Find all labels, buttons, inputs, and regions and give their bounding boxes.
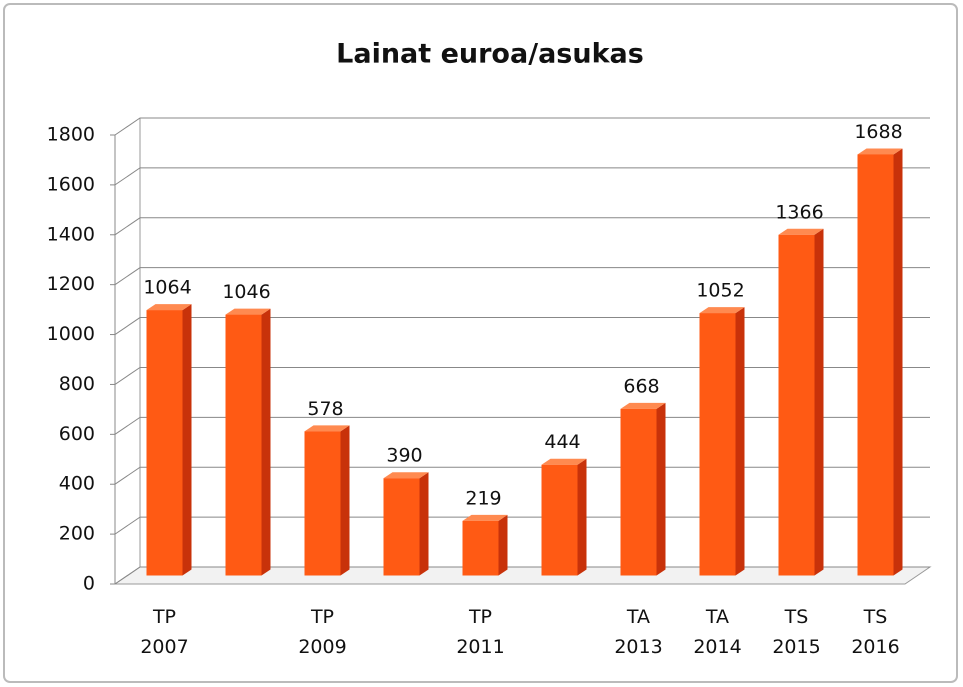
bar-top [146, 304, 192, 311]
bar-side [656, 402, 666, 576]
y-tick-label: 1200 [47, 273, 95, 295]
y-tick-label: 600 [59, 423, 95, 445]
x-tick-label: TA 2013 [614, 606, 663, 658]
bar [225, 314, 262, 576]
data-label: 444 [544, 431, 580, 453]
x-tick-label: TS 2015 [772, 606, 821, 658]
bar-side [893, 148, 903, 576]
bar-top [304, 425, 350, 432]
bar-top [778, 228, 824, 235]
bar-top [541, 458, 587, 465]
x-tick-label: TS 2016 [851, 606, 900, 658]
x-tick-label: TA 2014 [693, 606, 742, 658]
bar-side [340, 425, 350, 576]
y-tick-label: 200 [59, 523, 95, 545]
data-label: 1366 [775, 201, 823, 223]
bar [541, 464, 578, 576]
y-tick-label: 1400 [47, 223, 95, 245]
bar-side [261, 308, 271, 576]
data-label: 578 [307, 398, 343, 420]
x-tick-label: TP 2009 [298, 606, 347, 658]
y-tick-label: 1000 [47, 323, 95, 345]
grid-line [114, 217, 930, 236]
x-tick-label: TP 2007 [140, 606, 189, 658]
y-tick-label: 1800 [47, 124, 95, 146]
bar-side [577, 458, 587, 576]
y-tick-label: 800 [59, 373, 95, 395]
data-label: 1064 [143, 277, 191, 299]
grid-line [114, 416, 930, 435]
bar-top [620, 402, 666, 409]
bar [778, 234, 815, 576]
grid-line [114, 317, 930, 335]
bar-side [735, 307, 745, 576]
grid-line [114, 167, 930, 186]
bar [620, 408, 657, 576]
grid-line [114, 117, 930, 136]
y-tick-label: 1600 [47, 173, 95, 195]
bar-side [182, 304, 192, 576]
data-label: 668 [623, 375, 659, 397]
data-label: 390 [386, 445, 422, 467]
bar [146, 310, 183, 576]
data-label: 219 [465, 487, 501, 509]
grid-line [114, 466, 930, 485]
grid-line [114, 267, 930, 286]
bar-top [225, 308, 271, 315]
grid-line [114, 516, 930, 535]
data-label: 1052 [696, 280, 744, 302]
bar-side [814, 228, 824, 576]
chart-title: Lainat euroa/asukas [336, 39, 644, 70]
bar-top [699, 307, 745, 314]
bar-top [857, 148, 903, 155]
grid-line [114, 566, 930, 585]
bar-top [462, 514, 508, 521]
bar-top [383, 472, 429, 479]
bar [462, 520, 499, 576]
grid-line [114, 366, 930, 385]
bar [857, 154, 894, 576]
bar [699, 313, 736, 576]
y-tick-label: 400 [59, 473, 95, 495]
y-tick-label: 0 [83, 573, 95, 595]
bar-side [498, 514, 508, 576]
bar-side [419, 472, 429, 576]
data-label: 1688 [854, 121, 902, 143]
bar [304, 431, 341, 576]
bar [383, 478, 420, 576]
data-label: 1046 [222, 281, 270, 303]
x-tick-label: TP 2011 [456, 606, 505, 658]
